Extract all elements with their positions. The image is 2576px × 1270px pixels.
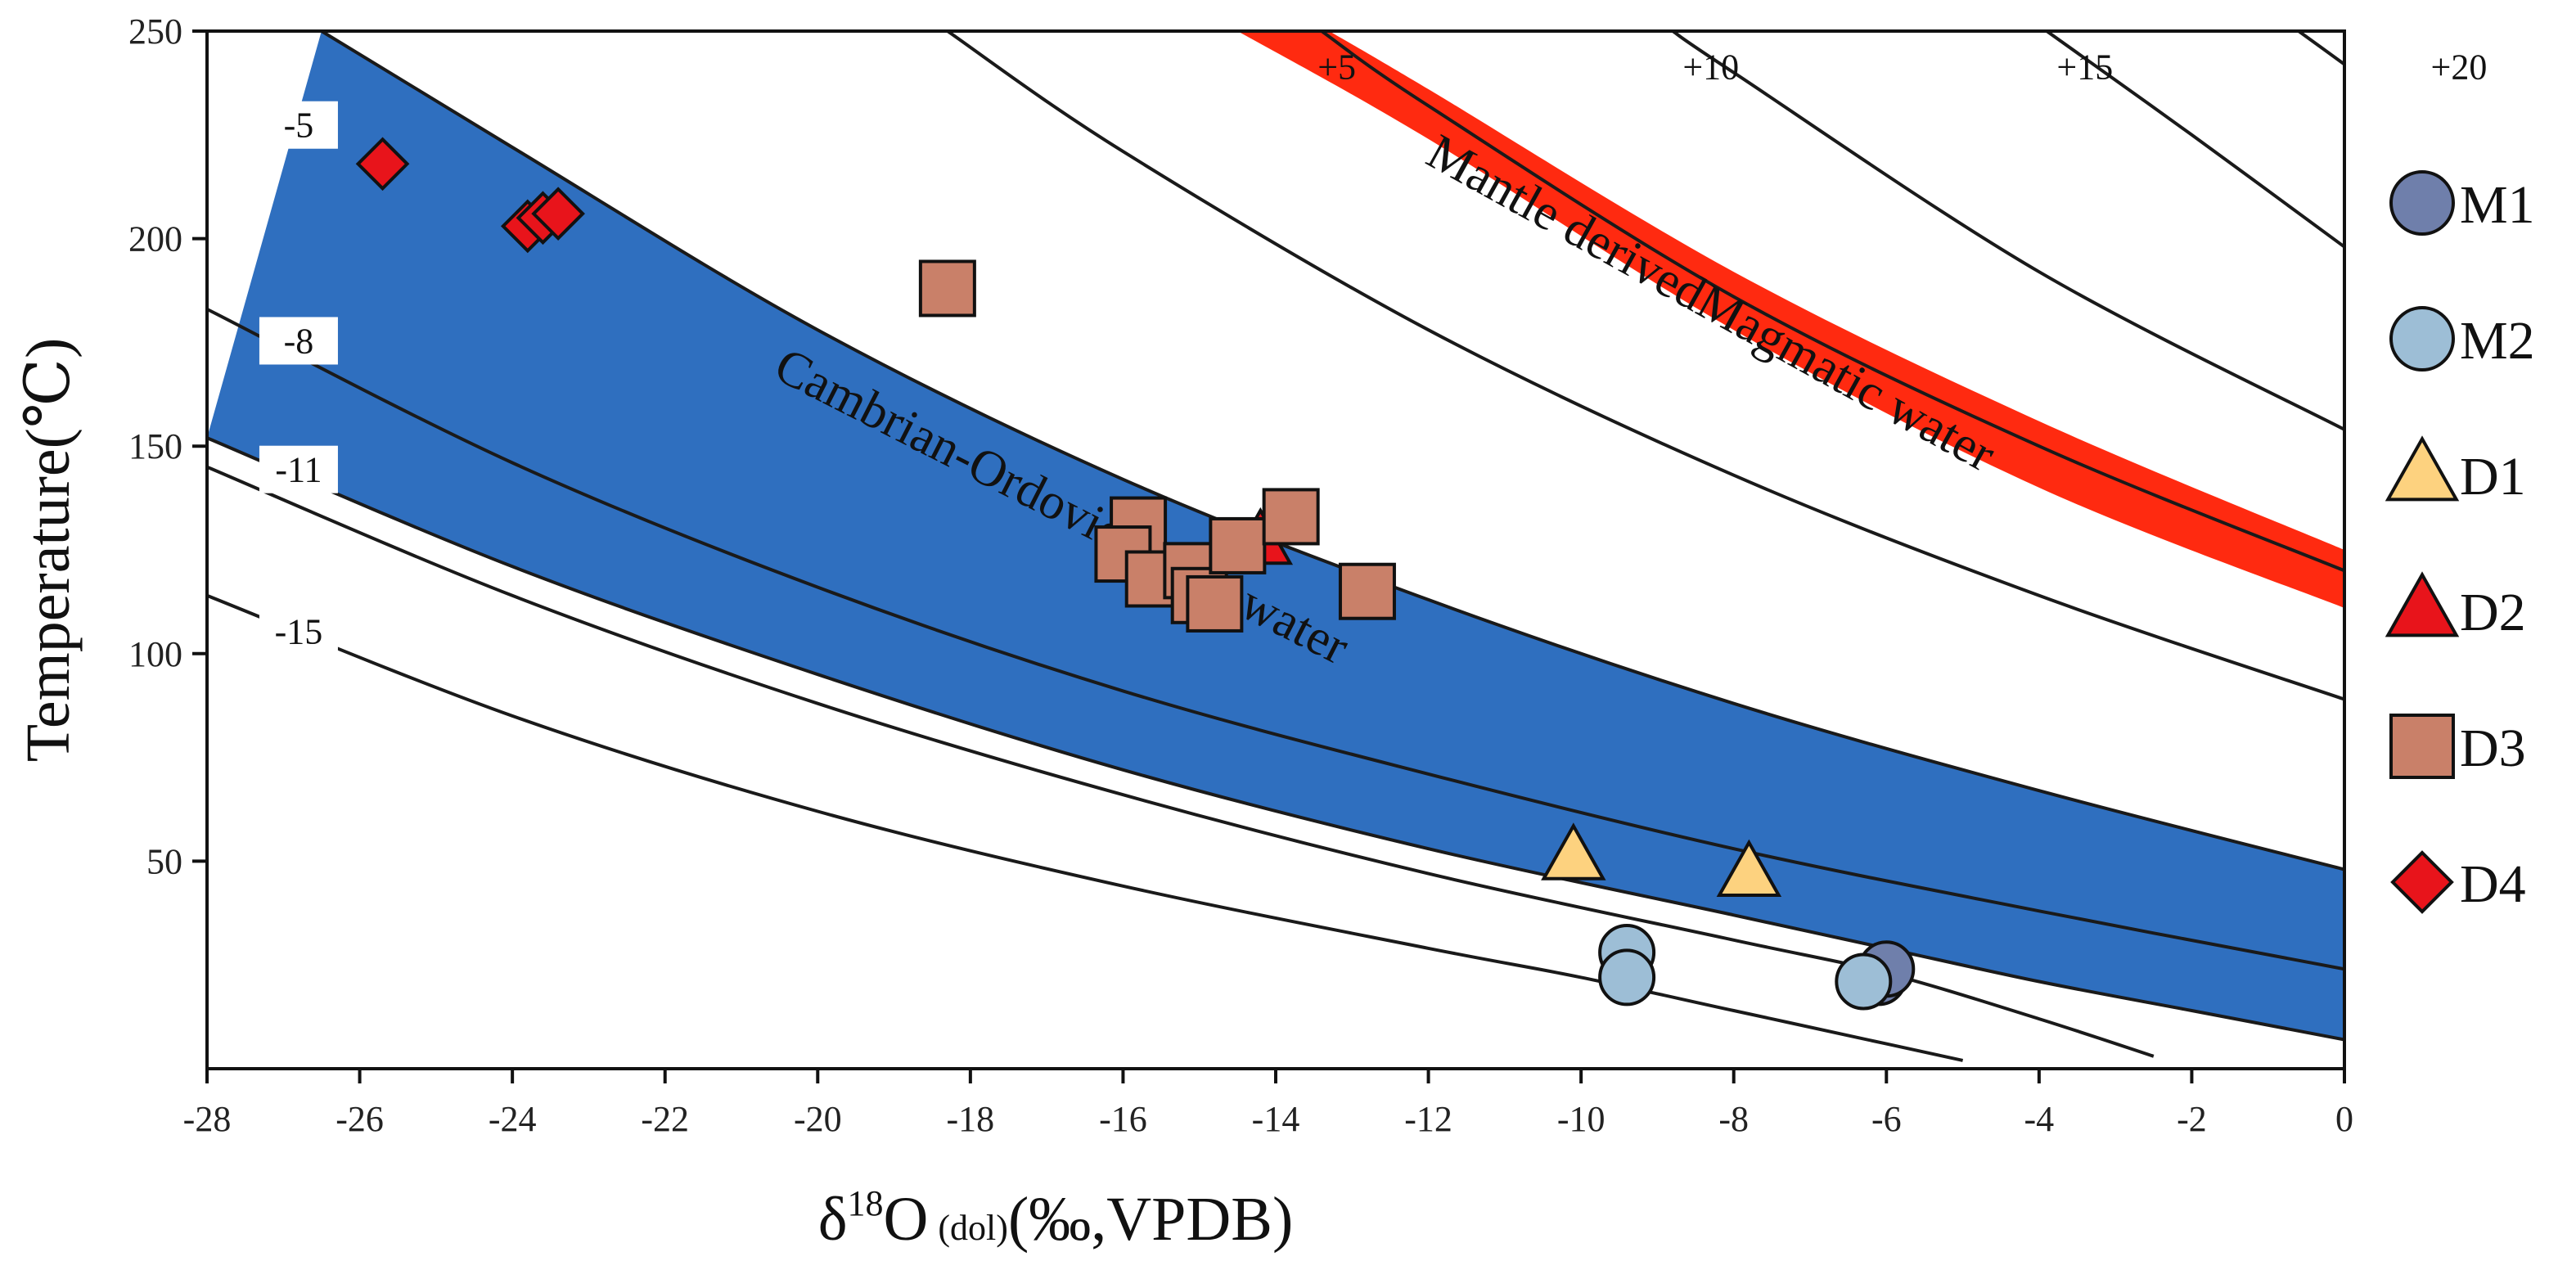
legend-label-m2: M2	[2460, 311, 2535, 371]
isoline-label: -5	[284, 106, 314, 146]
legend-item-d1: D1	[2385, 435, 2526, 507]
isoline-label-group: +20	[2431, 47, 2488, 88]
isoline-plus15	[2046, 31, 2344, 249]
legend-label-m1: M1	[2460, 175, 2535, 235]
x-axis-title-delta: δ	[818, 1185, 848, 1254]
isolines	[207, 31, 2344, 1062]
x-axis-title-units: (‰,VPDB)	[1008, 1185, 1293, 1254]
isoline-label-background	[259, 607, 338, 655]
isoline-label-group: -5	[259, 101, 338, 149]
x-axis-title-subscript: (dol)	[938, 1208, 1008, 1248]
isoline-unlabeled-2	[207, 436, 2344, 1042]
x-tick-label: -18	[947, 1099, 995, 1139]
isoline-minus8	[207, 308, 2344, 971]
y-tick-label: 50	[146, 841, 182, 881]
point-d1	[1541, 822, 1606, 880]
legend-marker-d4	[2390, 850, 2454, 914]
point-d4	[355, 137, 410, 191]
legend-item-m2: M2	[2389, 306, 2535, 372]
x-tick-label: -8	[1718, 1099, 1749, 1139]
x-tick-label: -20	[794, 1099, 842, 1139]
data-points	[355, 137, 1916, 1011]
series-m2	[1598, 923, 1893, 1011]
y-axis-ticks: 50 100 150 200 250	[128, 11, 207, 881]
isoline-label: +10	[1682, 47, 1739, 88]
isoline-labels: -15 -11 -8 -5 +5 +10 +15 +20	[259, 47, 2487, 655]
point-d3	[1186, 574, 1244, 633]
legend-marker-d1	[2385, 435, 2460, 502]
y-axis-title: Temperature(℃)	[14, 338, 83, 763]
isoline-label: -15	[275, 612, 323, 652]
y-tick-label: 200	[128, 219, 182, 259]
series-d3	[918, 259, 1396, 633]
legend-marker-m2	[2389, 306, 2455, 372]
region-mantle-derivedmagmatic-water	[1237, 31, 2344, 608]
isoline-label-group: +10	[1682, 47, 1739, 88]
point-d3	[1338, 562, 1396, 620]
isoline-label: +15	[2056, 47, 2113, 88]
y-tick-label: 100	[128, 634, 182, 674]
isoline-minus15	[207, 593, 1964, 1062]
isoline-unlabeled-5	[946, 31, 2344, 701]
point-d1	[1716, 839, 1782, 898]
isoline-label-group: +15	[2056, 47, 2113, 88]
x-tick-label: -2	[2177, 1099, 2207, 1139]
x-axis-title: δ18O (dol)(‰,VPDB)	[818, 1183, 1294, 1254]
isoline-label: -8	[284, 321, 314, 361]
isoline-label-group: -11	[259, 445, 338, 493]
x-tick-label: 0	[2335, 1099, 2353, 1139]
isoline-minus11	[207, 465, 2155, 1058]
region-cambrian-ordovician-seawater	[207, 31, 2344, 1040]
isoline-label-background	[259, 445, 338, 493]
x-tick-label: -4	[2024, 1099, 2055, 1139]
x-axis-ticks: -28 -26 -24 -22 -20 -18 -16 -14 -12 -10 -8 -6 -4 -2 0	[183, 1069, 2353, 1139]
legend-label-d3: D3	[2460, 718, 2526, 778]
isoline-label-group: -8	[259, 317, 338, 365]
legend-item-d4: D4	[2390, 850, 2526, 914]
isoline-label-group: -15	[259, 607, 338, 655]
legend-label-d4: D4	[2460, 854, 2526, 914]
point-d3	[918, 259, 976, 318]
isoline-label-background	[259, 317, 338, 365]
isoline-label-background	[259, 101, 338, 149]
isoline-label: +20	[2431, 47, 2488, 88]
point-d3	[1209, 516, 1267, 574]
x-tick-label: -14	[1252, 1099, 1300, 1139]
point-d4	[531, 187, 585, 241]
point-m2	[1598, 948, 1656, 1007]
legend: M1 M2 D1 D2 D3 D4	[2385, 170, 2535, 914]
series-d4	[355, 137, 585, 254]
isoline-label: -11	[275, 450, 322, 490]
legend-label-d1: D1	[2460, 447, 2526, 507]
y-tick-label: 250	[128, 11, 182, 52]
legend-item-d2: D2	[2385, 571, 2526, 642]
regions	[207, 31, 2344, 1040]
x-tick-label: -16	[1099, 1099, 1147, 1139]
isoline-plus20	[2297, 31, 2344, 66]
isoline-plus5	[1320, 31, 2344, 573]
x-tick-label: -6	[1871, 1099, 1902, 1139]
legend-item-d3: D3	[2389, 714, 2526, 779]
point-d3	[1262, 488, 1320, 546]
y-tick-label: 150	[128, 426, 182, 466]
legend-marker-d2	[2385, 571, 2460, 637]
x-tick-label: -28	[183, 1099, 232, 1139]
legend-marker-m1	[2389, 170, 2455, 236]
x-tick-label: -22	[641, 1099, 689, 1139]
legend-item-m1: M1	[2389, 170, 2535, 236]
x-tick-label: -24	[489, 1099, 537, 1139]
x-tick-label: -26	[336, 1099, 384, 1139]
x-axis-title-o: O	[884, 1185, 929, 1254]
x-axis-title-superscript: 18	[848, 1183, 884, 1223]
series-d1	[1541, 822, 1782, 898]
legend-label-d2: D2	[2460, 583, 2526, 642]
isoline-label-group: +5	[1317, 47, 1356, 88]
x-tick-label: -12	[1404, 1099, 1452, 1139]
isoline-plus10	[1671, 31, 2344, 431]
point-m2	[1835, 952, 1893, 1011]
legend-marker-d3	[2389, 714, 2455, 779]
isoline-label: +5	[1317, 47, 1356, 88]
x-tick-label: -10	[1557, 1099, 1605, 1139]
